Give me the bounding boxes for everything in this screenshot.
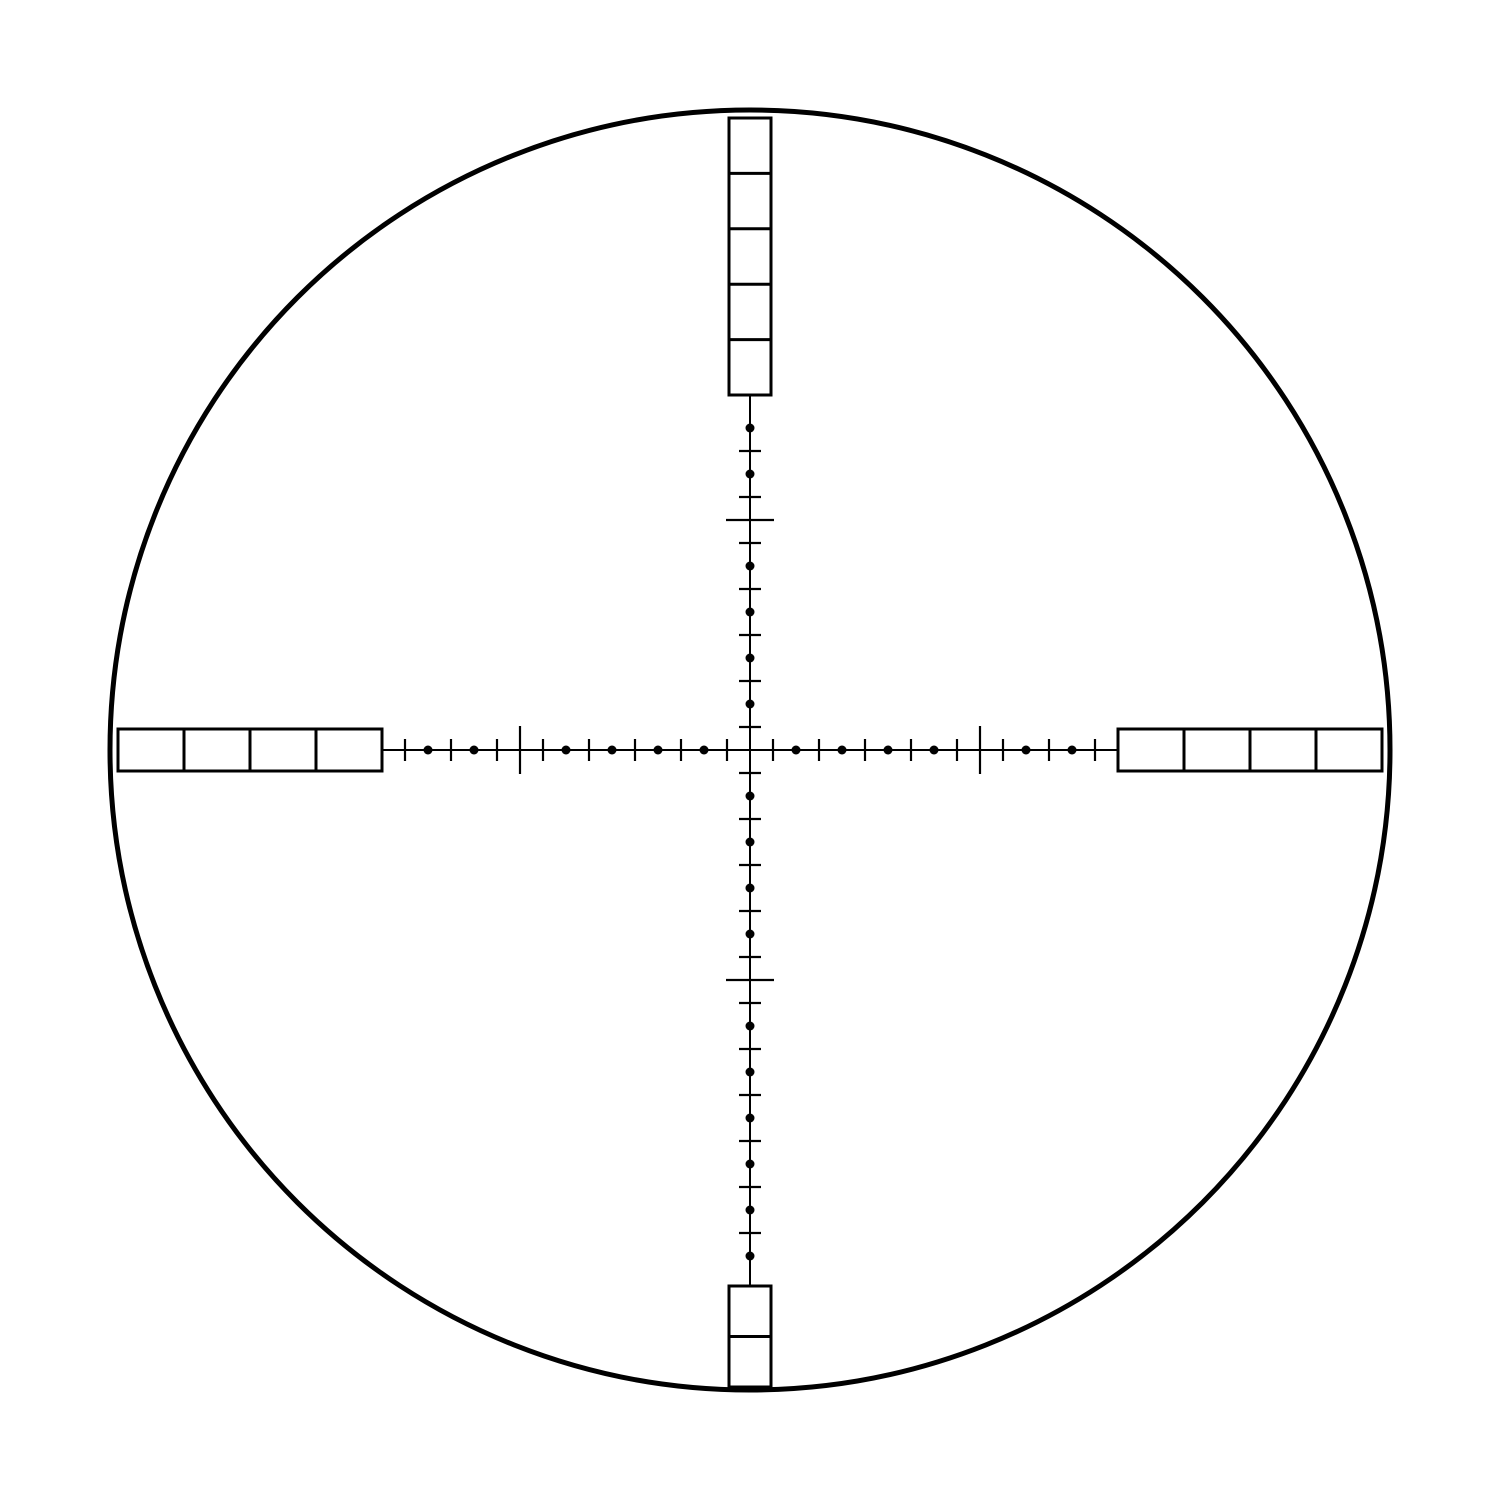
reticle-diagram (0, 0, 1500, 1500)
